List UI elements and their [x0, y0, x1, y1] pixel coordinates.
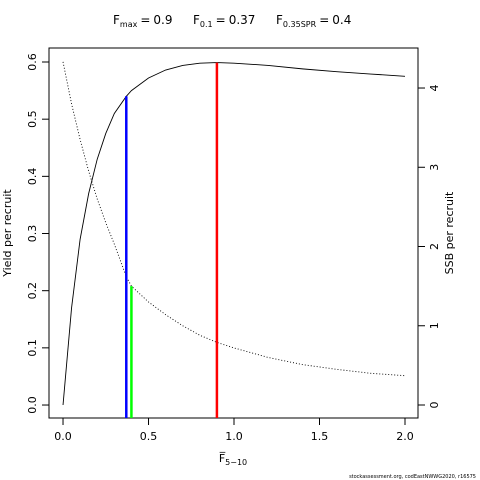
title-subscript: max: [120, 20, 138, 29]
title-relation: =: [216, 13, 226, 27]
y-tick-label: 0.1: [26, 339, 39, 357]
title-part: F0.35SPR = 0.4: [276, 13, 351, 29]
plot-box: [48, 47, 419, 419]
title-symbol: F: [193, 13, 200, 27]
y2-tick-label: 2: [428, 243, 441, 250]
x-axis-label: F̅5−10: [219, 452, 247, 467]
title-part: F0.1 = 0.37: [193, 13, 255, 29]
y2-tick-label: 0: [428, 402, 441, 409]
y-tick-label: 0.3: [26, 225, 39, 243]
y-tick-label: 0.0: [26, 396, 39, 414]
x-axis-label-sub: 5−10: [225, 458, 247, 467]
title-value: 0.4: [332, 13, 351, 27]
x-tick-label: 0.0: [54, 430, 72, 443]
title-subscript: 0.35SPR: [283, 20, 317, 29]
y-tick-label: 0.4: [26, 168, 39, 186]
y-tick-label: 0.6: [26, 53, 39, 70]
y2-tick-label: 4: [428, 85, 441, 92]
y-axis-label: Yield per recruit: [1, 189, 14, 278]
x-tick-label: 0.5: [140, 430, 158, 443]
title-relation: =: [140, 13, 150, 27]
series-line: [62, 62, 406, 406]
title-subscript: 0.1: [200, 20, 213, 29]
x-tick-label: 1.5: [311, 430, 329, 443]
title-part: Fmax = 0.9: [113, 13, 173, 29]
y2-tick-label: 1: [428, 322, 441, 329]
y-tick-label: 0.5: [26, 110, 39, 128]
y2-tick-label: 3: [428, 164, 441, 171]
x-tick-label: 2.0: [396, 430, 414, 443]
title-relation: =: [319, 13, 329, 27]
y-tick-label: 0.2: [26, 282, 39, 300]
title-symbol: F: [276, 13, 283, 27]
title-symbol: F: [113, 13, 120, 27]
title-value: 0.37: [229, 13, 256, 27]
x-axis-label-main: F̅: [219, 452, 226, 465]
title-value: 0.9: [153, 13, 172, 27]
series-line: [62, 61, 406, 377]
y2-axis-label: SSB per recruit: [443, 191, 456, 274]
footer: stockassessment.org, codEastNWWG2020, r1…: [349, 474, 476, 480]
x-tick-label: 1.0: [225, 430, 243, 443]
